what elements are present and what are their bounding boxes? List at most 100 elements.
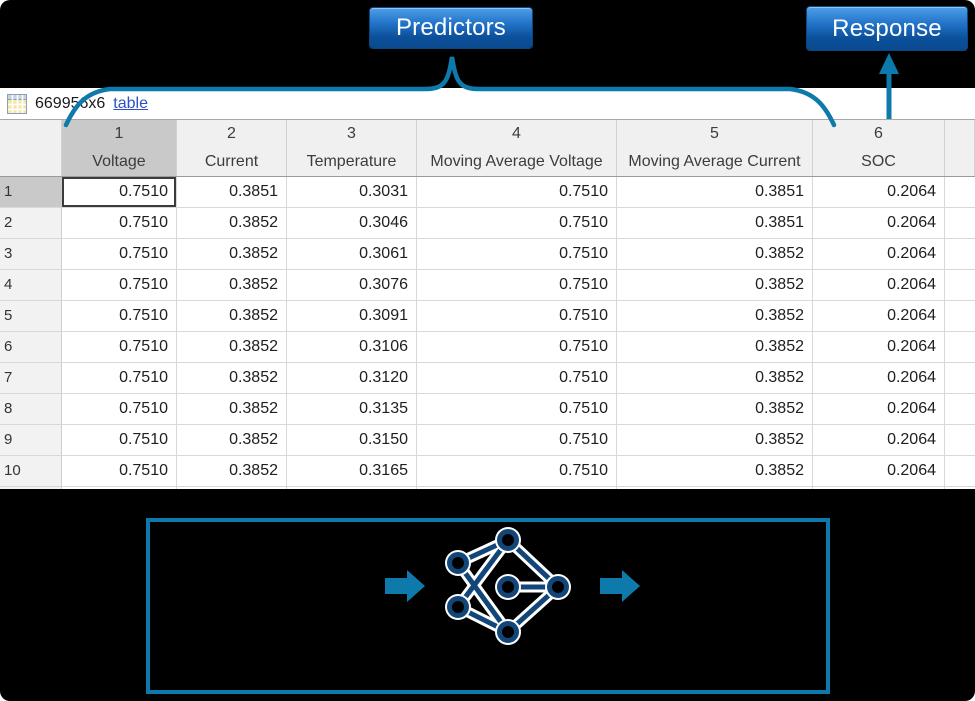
- table-cell[interactable]: 0.3852: [617, 456, 813, 487]
- table-dimensions: 669956x6: [35, 94, 106, 112]
- table-cell[interactable]: 0.7510: [417, 456, 617, 487]
- table-cell[interactable]: 0.3852: [177, 394, 287, 425]
- table-cell[interactable]: 0.3150: [287, 425, 417, 456]
- table-cell[interactable]: 0.7510: [417, 270, 617, 301]
- table-cell-empty: [945, 301, 975, 332]
- table-cell[interactable]: 0.3120: [287, 363, 417, 394]
- table-cell[interactable]: 0.7510: [417, 239, 617, 270]
- table-cell[interactable]: 0.3852: [617, 239, 813, 270]
- table-cell[interactable]: 0.3076: [287, 270, 417, 301]
- table-cell[interactable]: 0.3061: [287, 239, 417, 270]
- table-cell[interactable]: 0.7510: [62, 270, 177, 301]
- table-row: 10 0.7510 0.3852 0.3165 0.7510 0.3852 0.…: [0, 456, 975, 487]
- column-number-row: 1 2 3 4 5 6: [0, 120, 975, 148]
- table-cell[interactable]: 0.3852: [617, 394, 813, 425]
- table-cell[interactable]: 0.7510: [417, 394, 617, 425]
- table-cell[interactable]: 0.2064: [813, 332, 945, 363]
- table-cell-empty: [945, 270, 975, 301]
- table-cell[interactable]: 0.3091: [287, 301, 417, 332]
- table-cell[interactable]: 0.7510: [62, 208, 177, 239]
- table-cell[interactable]: 0.7510: [62, 239, 177, 270]
- table-cell[interactable]: 0.3852: [617, 332, 813, 363]
- corner-cell[interactable]: [0, 120, 62, 148]
- table-cell[interactable]: 0.7510: [417, 425, 617, 456]
- table-cell[interactable]: 0.3852: [617, 301, 813, 332]
- table-cell[interactable]: 0.2064: [813, 425, 945, 456]
- table-cell[interactable]: 0.3031: [287, 177, 417, 208]
- column-header-number[interactable]: 2: [177, 120, 287, 148]
- column-header-name[interactable]: Moving Average Voltage: [417, 148, 617, 176]
- table-cell[interactable]: 0.3046: [287, 208, 417, 239]
- table-cell[interactable]: 0.7510: [417, 301, 617, 332]
- table-cell-empty: [945, 239, 975, 270]
- table-cell[interactable]: 0.2064: [813, 239, 945, 270]
- row-number[interactable]: 2: [0, 208, 62, 239]
- table-cell[interactable]: 0.3852: [617, 363, 813, 394]
- table-cell[interactable]: 0.3852: [177, 270, 287, 301]
- response-callout: Response: [807, 7, 967, 50]
- table-row: 9 0.7510 0.3852 0.3150 0.7510 0.3852 0.2…: [0, 425, 975, 456]
- column-header-number[interactable]: 6: [813, 120, 945, 148]
- table-cell[interactable]: 0.2064: [813, 301, 945, 332]
- table-cell[interactable]: 0.2064: [813, 208, 945, 239]
- column-header-number-empty[interactable]: [945, 120, 975, 148]
- row-number[interactable]: 1: [0, 177, 62, 208]
- table-cell[interactable]: 0.2064: [813, 270, 945, 301]
- table-cell-selected[interactable]: 0.7510: [62, 177, 177, 208]
- table-cell[interactable]: 0.7510: [417, 208, 617, 239]
- table-cell[interactable]: 0.3852: [177, 301, 287, 332]
- row-number[interactable]: 4: [0, 270, 62, 301]
- table-cell[interactable]: 0.2064: [813, 177, 945, 208]
- column-header-name-empty[interactable]: [945, 148, 975, 176]
- table-cell[interactable]: 0.2064: [813, 394, 945, 425]
- table-cell[interactable]: 0.3135: [287, 394, 417, 425]
- table-cell[interactable]: 0.3851: [617, 177, 813, 208]
- table-cell[interactable]: 0.3852: [177, 363, 287, 394]
- table-cell[interactable]: 0.7510: [62, 301, 177, 332]
- table-cell[interactable]: 0.7510: [62, 332, 177, 363]
- table-cell[interactable]: 0.3852: [177, 456, 287, 487]
- table-cell[interactable]: 0.7510: [62, 456, 177, 487]
- table-cell[interactable]: 0.7510: [417, 363, 617, 394]
- table-cell[interactable]: 0.3852: [177, 425, 287, 456]
- column-header-number[interactable]: 1: [62, 120, 177, 148]
- column-header-name[interactable]: Temperature: [287, 148, 417, 176]
- table-cell[interactable]: 0.7510: [62, 394, 177, 425]
- table-cell[interactable]: 0.3106: [287, 332, 417, 363]
- row-number[interactable]: 6: [0, 332, 62, 363]
- column-header-number[interactable]: 4: [417, 120, 617, 148]
- row-number[interactable]: 9: [0, 425, 62, 456]
- corner-cell[interactable]: [0, 148, 62, 176]
- table-cell[interactable]: 0.7510: [417, 177, 617, 208]
- table-cell[interactable]: 0.3165: [287, 456, 417, 487]
- table-cell[interactable]: 0.7510: [62, 363, 177, 394]
- table-cell[interactable]: 0.2064: [813, 363, 945, 394]
- table-cell[interactable]: 0.3851: [617, 208, 813, 239]
- row-number[interactable]: [0, 487, 62, 489]
- column-header-name[interactable]: Voltage: [62, 148, 177, 176]
- table-cell[interactable]: 0.3852: [177, 332, 287, 363]
- column-header-name[interactable]: Moving Average Current: [617, 148, 813, 176]
- table-row: 4 0.7510 0.3852 0.3076 0.7510 0.3852 0.2…: [0, 270, 975, 301]
- row-number[interactable]: 3: [0, 239, 62, 270]
- row-number[interactable]: 8: [0, 394, 62, 425]
- diagram-box: [146, 518, 830, 694]
- column-header-number[interactable]: 3: [287, 120, 417, 148]
- table-cell[interactable]: 0.3852: [177, 208, 287, 239]
- table-cell[interactable]: 0.3852: [617, 425, 813, 456]
- column-header-number[interactable]: 5: [617, 120, 813, 148]
- row-number[interactable]: 5: [0, 301, 62, 332]
- table-cell[interactable]: 0.7510: [417, 332, 617, 363]
- table-type-link[interactable]: table: [113, 94, 148, 112]
- table-cell[interactable]: 0.7510: [62, 425, 177, 456]
- column-header-name[interactable]: Current: [177, 148, 287, 176]
- row-number[interactable]: 10: [0, 456, 62, 487]
- table-cell[interactable]: 0.3852: [617, 270, 813, 301]
- table-cell[interactable]: 0.3851: [177, 177, 287, 208]
- table-row: 1 0.7510 0.3851 0.3031 0.7510 0.3851 0.2…: [0, 177, 975, 208]
- column-header-name[interactable]: SOC: [813, 148, 945, 176]
- table-cell[interactable]: 0.3852: [177, 239, 287, 270]
- row-number[interactable]: 7: [0, 363, 62, 394]
- table-cell[interactable]: 0.2064: [813, 456, 945, 487]
- table-cell-empty: [945, 394, 975, 425]
